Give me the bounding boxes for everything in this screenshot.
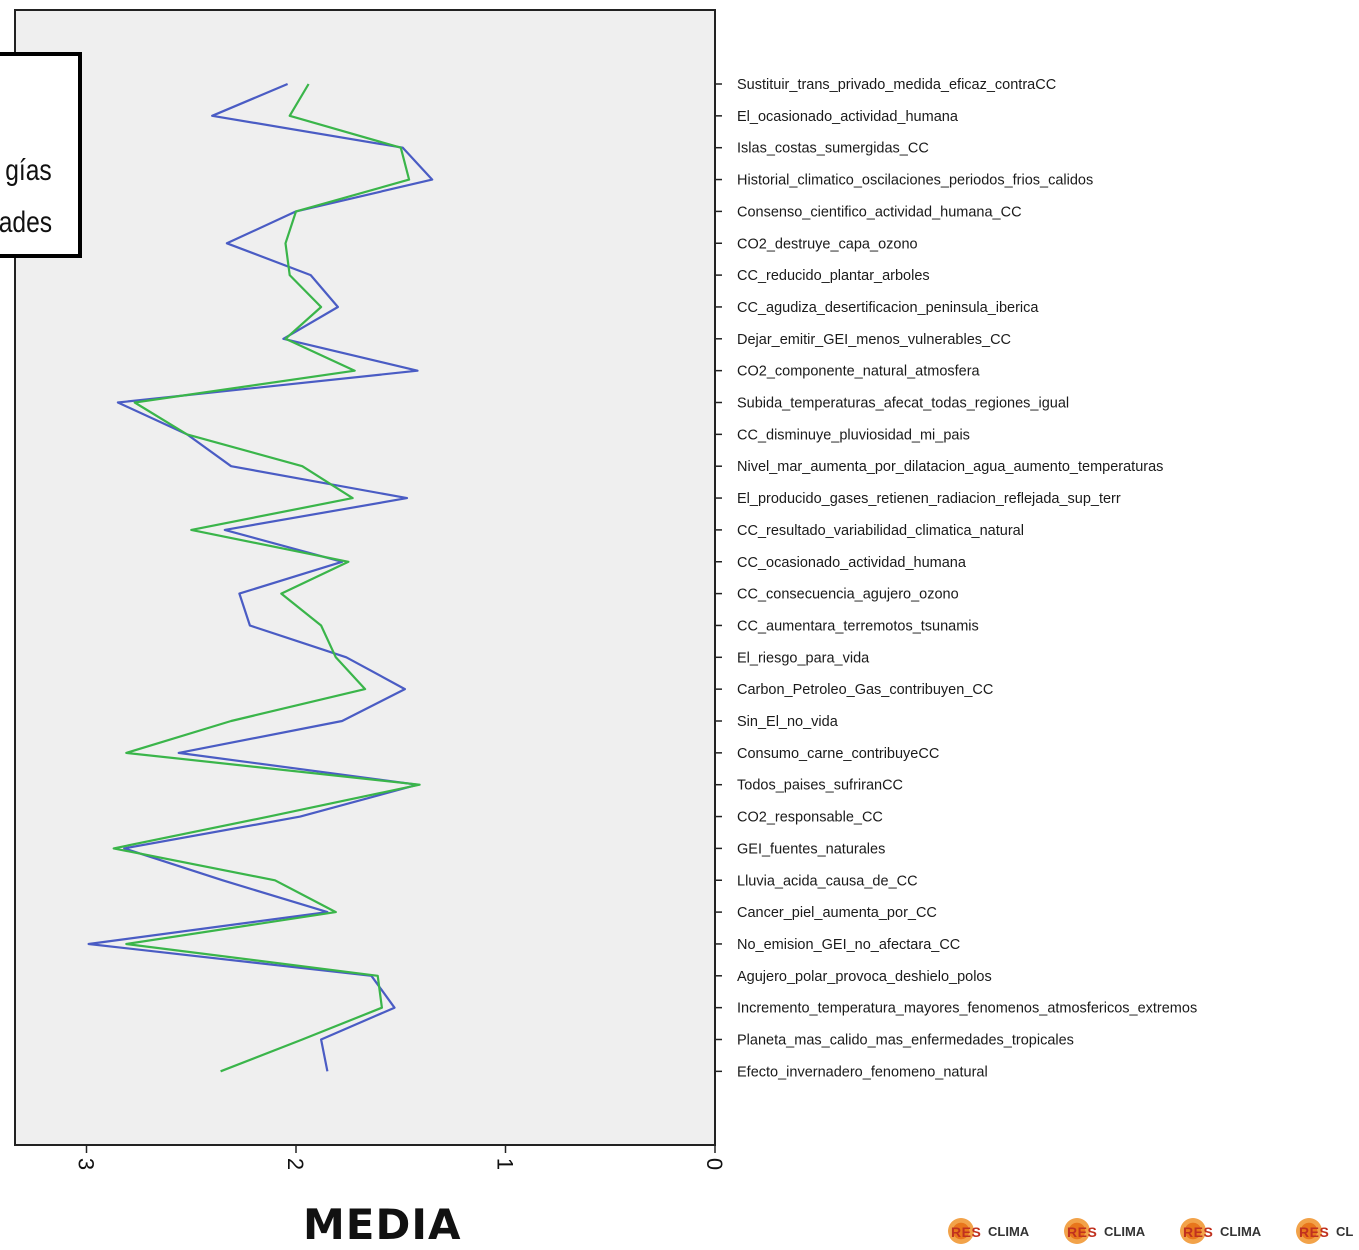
category-axis: Sustituir_trans_privado_medida_eficaz_co… <box>715 77 1197 1080</box>
logo-clima: CLIMA <box>1220 1224 1262 1239</box>
value-tick-label: 1 <box>493 1158 518 1170</box>
sun-icon <box>1178 1216 1208 1246</box>
category-label: Islas_costas_sumergidas_CC <box>737 141 929 157</box>
sun-icon <box>1062 1216 1092 1246</box>
category-label: CC_aumentara_terremotos_tsunamis <box>737 618 979 634</box>
legend: gías ades <box>0 52 82 258</box>
logo-res: RES <box>1067 1224 1098 1240</box>
series-line-2 <box>112 83 421 1073</box>
category-label: CC_reducido_plantar_arboles <box>737 268 930 284</box>
legend-label-1: gías <box>5 154 52 187</box>
resclima-logo: RES CLIMA <box>1062 1216 1174 1246</box>
category-label: Historial_climatico_oscilaciones_periodo… <box>737 173 1093 189</box>
resclima-logo: RES CLIMA <box>946 1216 1058 1246</box>
category-label: Carbon_Petroleo_Gas_contribuyen_CC <box>737 682 993 698</box>
category-label: CC_disminuye_pluviosidad_mi_pais <box>737 427 970 443</box>
plot-area <box>14 9 716 1146</box>
category-label: El_riesgo_para_vida <box>737 650 870 666</box>
value-tick-label: 3 <box>74 1158 99 1170</box>
category-label: GEI_fuentes_naturales <box>737 841 885 857</box>
legend-label-2: ades <box>0 206 52 239</box>
value-axis: 0 1 2 3 <box>74 1145 727 1170</box>
logo-res: RES <box>1183 1224 1214 1240</box>
category-label: Dejar_emitir_GEI_menos_vulnerables_CC <box>737 332 1011 348</box>
sun-icon <box>1294 1216 1324 1246</box>
logo-res: RES <box>951 1224 982 1240</box>
category-label: Sin_El_no_vida <box>737 714 839 730</box>
footer-logos: RES CLIMA RES CLIMA RES CLIMA RES CL <box>946 1212 1359 1250</box>
category-label: Planeta_mas_calido_mas_enfermedades_trop… <box>737 1033 1074 1049</box>
category-label: Agujero_polar_provoca_deshielo_polos <box>737 969 992 985</box>
category-label: No_emision_GEI_no_afectara_CC <box>737 937 960 953</box>
category-label: CO2_componente_natural_atmosfera <box>737 364 981 380</box>
category-label: CC_ocasionado_actividad_humana <box>737 555 967 571</box>
category-label: Incremento_temperatura_mayores_fenomenos… <box>737 1001 1197 1017</box>
logo-res: RES <box>1299 1224 1330 1240</box>
category-label: Lluvia_acida_causa_de_CC <box>737 873 918 889</box>
logo-clima: CLIMA <box>988 1224 1030 1239</box>
logo-clima: CL <box>1336 1224 1354 1239</box>
category-label: CC_agudiza_desertificacion_peninsula_ibe… <box>737 300 1039 316</box>
category-label: CO2_destruye_capa_ozono <box>737 236 918 252</box>
x-axis-title: MEDIA <box>303 1200 462 1249</box>
category-label: CC_consecuencia_agujero_ozono <box>737 587 959 603</box>
category-label: Sustituir_trans_privado_medida_eficaz_co… <box>737 77 1056 93</box>
category-label: Consumo_carne_contribuyeCC <box>737 746 939 762</box>
category-label: Todos_paises_sufriranCC <box>737 778 903 794</box>
category-label: CO2_responsable_CC <box>737 810 883 826</box>
resclima-logo: RES CLIMA <box>1178 1216 1290 1246</box>
series-line-1 <box>87 82 434 1072</box>
category-label: Subida_temperaturas_afecat_todas_regione… <box>737 396 1069 412</box>
value-tick-label: 0 <box>702 1158 727 1170</box>
category-label: Nivel_mar_aumenta_por_dilatacion_agua_au… <box>737 459 1163 475</box>
resclima-logo: RES CL <box>1294 1216 1359 1246</box>
category-label: Efecto_invernadero_fenomeno_natural <box>737 1064 988 1080</box>
category-label: El_producido_gases_retienen_radiacion_re… <box>737 491 1121 507</box>
series-layer <box>87 82 434 1073</box>
value-tick-label: 2 <box>283 1158 308 1170</box>
category-label: Consenso_cientifico_actividad_humana_CC <box>737 204 1022 220</box>
category-label: El_ocasionado_actividad_humana <box>737 109 959 125</box>
sun-icon <box>946 1216 976 1246</box>
logo-clima: CLIMA <box>1104 1224 1146 1239</box>
category-label: Cancer_piel_aumenta_por_CC <box>737 905 937 921</box>
category-label: CC_resultado_variabilidad_climatica_natu… <box>737 523 1024 539</box>
